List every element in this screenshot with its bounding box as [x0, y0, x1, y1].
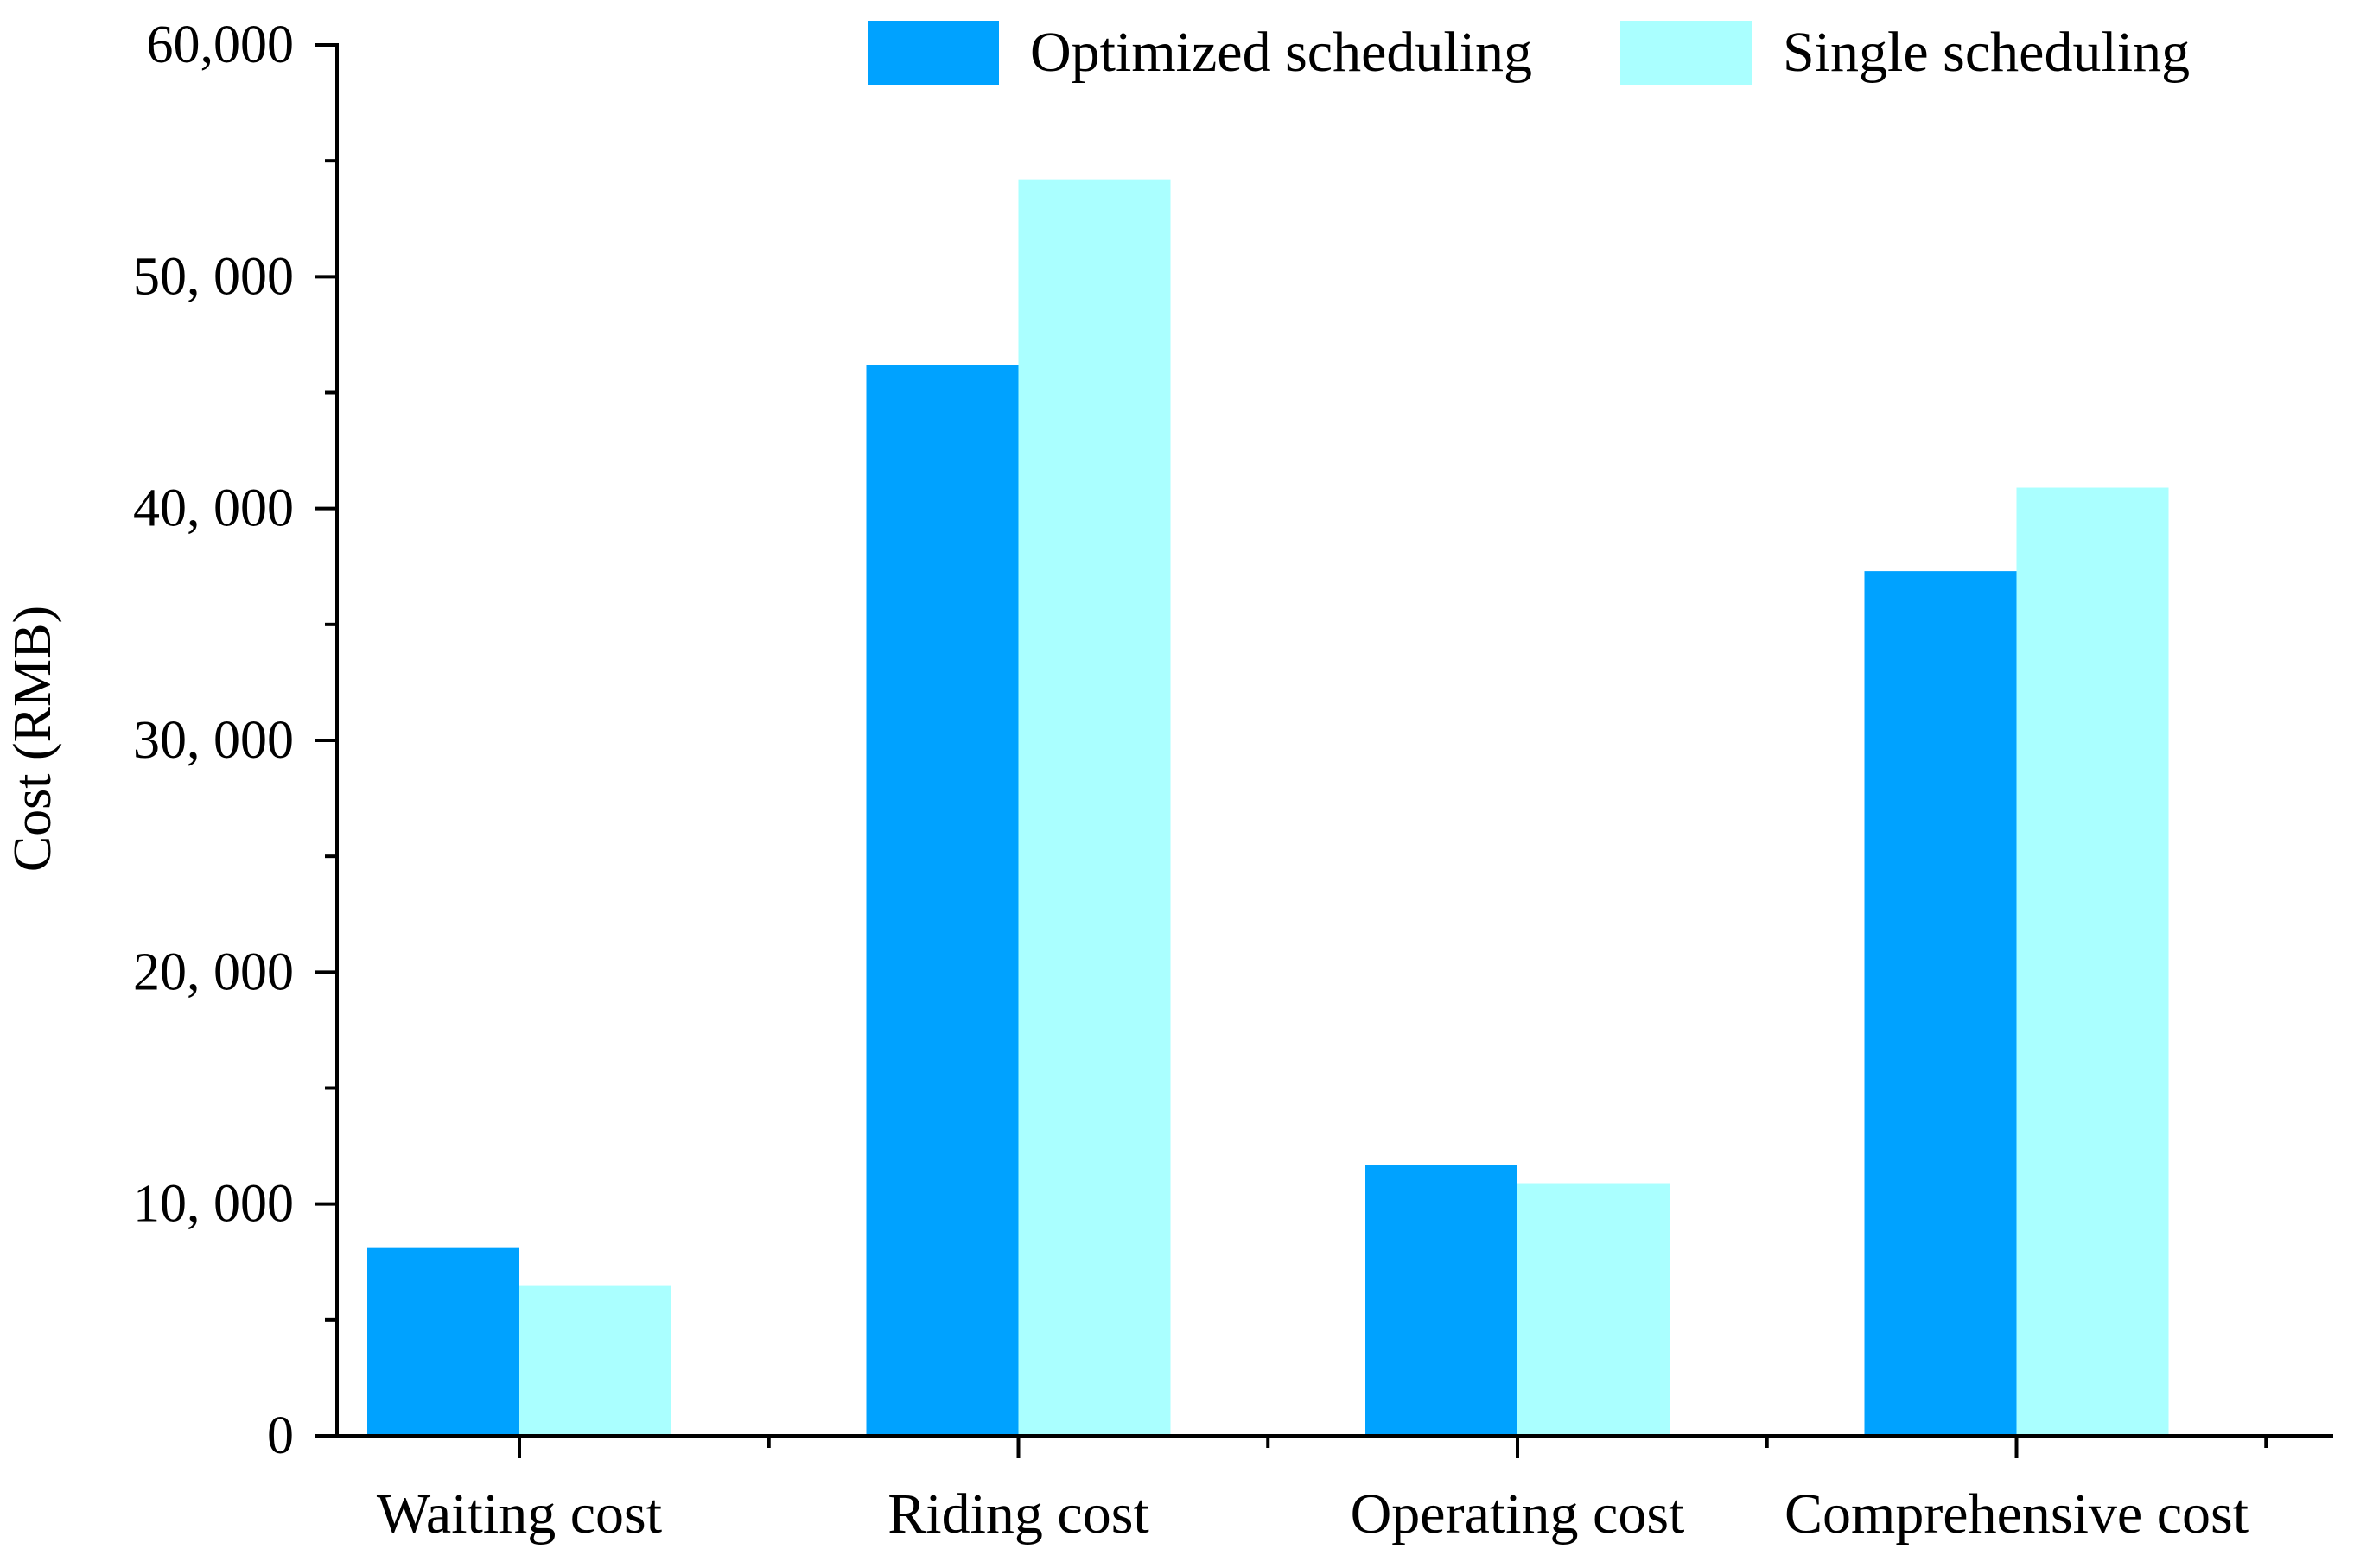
y-tick-label: 40, 000 — [133, 479, 294, 538]
bar-single-scheduling-operating-cost — [1517, 1183, 1670, 1436]
y-ticks-group: 0 10, 000 20, 000 30, 000 40, 000 50, 000 60,0… — [133, 16, 337, 1465]
y-tick-label: 20, 000 — [133, 943, 294, 1001]
y-tick-label: 30, 000 — [133, 711, 294, 770]
y-tick-label: 10, 000 — [133, 1175, 294, 1234]
x-ticks-group: Waiting cost Riding cost Operating cost Com… — [377, 1436, 2268, 1546]
bar-single-scheduling-waiting-cost — [519, 1285, 671, 1436]
y-tick-label: 50, 000 — [133, 247, 294, 306]
bar-optimized-scheduling-comprehensive-cost — [1864, 571, 2017, 1436]
bar-optimized-scheduling-riding-cost — [866, 365, 1019, 1436]
legend-swatch-single-scheduling — [1620, 21, 1752, 85]
legend-label-optimized-scheduling: Optimized scheduling — [1030, 21, 1532, 84]
bars-group — [367, 179, 2169, 1437]
x-tick-label-waiting-cost: Waiting cost — [377, 1482, 662, 1546]
y-tick-label: 60,000 — [147, 16, 295, 74]
bar-single-scheduling-comprehensive-cost — [2016, 487, 2169, 1437]
y-axis-title: Cost (RMB) — [3, 606, 62, 872]
bar-optimized-scheduling-waiting-cost — [367, 1247, 519, 1436]
x-tick-label-operating-cost: Operating cost — [1351, 1482, 1685, 1546]
legend: Optimized scheduling Single scheduling — [868, 21, 2190, 85]
legend-label-single-scheduling: Single scheduling — [1783, 21, 2190, 84]
y-tick-label: 0 — [267, 1406, 294, 1465]
x-tick-label-riding-cost: Riding cost — [887, 1482, 1149, 1546]
bar-optimized-scheduling-operating-cost — [1365, 1165, 1517, 1436]
x-tick-label-comprehensive-cost: Comprehensive cost — [1784, 1482, 2249, 1546]
bar-single-scheduling-riding-cost — [1018, 179, 1171, 1437]
legend-swatch-optimized-scheduling — [868, 21, 999, 85]
